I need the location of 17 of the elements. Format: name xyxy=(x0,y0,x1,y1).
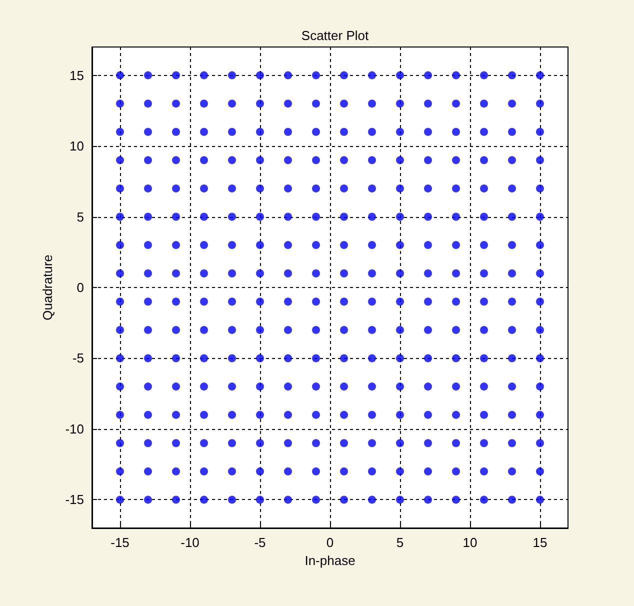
y-tick-label: 0 xyxy=(76,280,84,295)
x-tick-label: 0 xyxy=(326,535,334,550)
y-axis-title: Quadrature xyxy=(40,254,55,320)
y-tick-label: 5 xyxy=(76,209,84,224)
x-tick-label: 10 xyxy=(462,535,478,550)
y-tick-label: -5 xyxy=(72,350,84,366)
x-tick-label: -15 xyxy=(110,535,130,550)
y-tick-label: 15 xyxy=(70,68,84,83)
x-tick-label: 15 xyxy=(532,535,548,550)
x-tick-label: 5 xyxy=(396,535,404,550)
y-tick-label: -10 xyxy=(65,421,84,436)
x-tick-label: -10 xyxy=(180,535,200,550)
chart-title: Scatter Plot xyxy=(301,28,369,43)
x-axis-title: In-phase xyxy=(304,552,356,568)
x-tick-label: -5 xyxy=(254,535,266,550)
y-tick-label: -15 xyxy=(65,492,84,508)
y-tick-label: 10 xyxy=(70,138,84,154)
